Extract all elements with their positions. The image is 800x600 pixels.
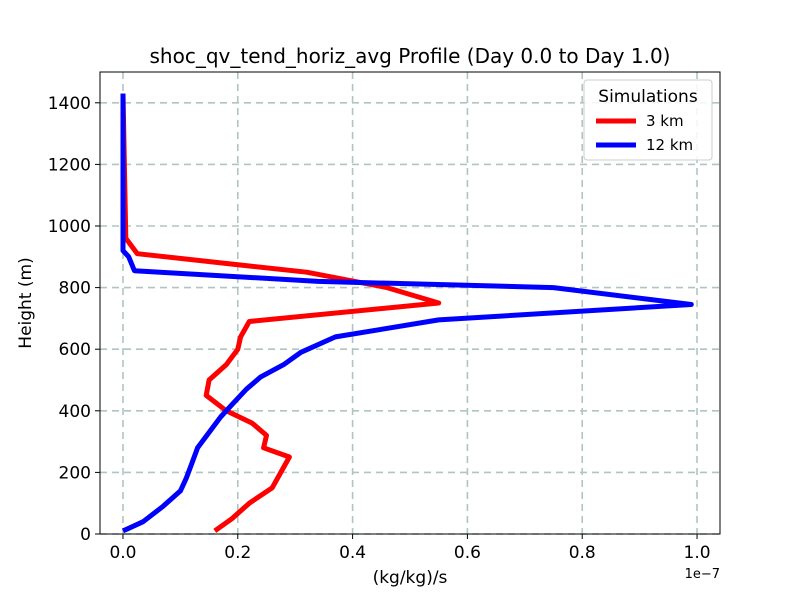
x-tick-label: 0.8 (569, 543, 596, 563)
series-line-3km (120, 93, 442, 533)
series-line-12km (120, 93, 694, 534)
y-axis-label: Height (m) (16, 257, 36, 348)
tick-layer: 0.0 0.2 0.4 0.6 0.8 1.0 0 200 400 600 800 1000 1200 1… (48, 94, 711, 563)
chart-title: shoc_qv_tend_horiz_avg Profile (Day 0.0 … (150, 44, 671, 68)
legend-box (583, 79, 713, 161)
legend-entry-label: 12 km (646, 136, 693, 154)
x-tick-label: 0.2 (224, 543, 251, 563)
y-tick-label: 1400 (48, 94, 91, 114)
x-axis-label: (kg/kg)/s (373, 568, 448, 588)
legend: Simulations 3 km 12 km (583, 79, 713, 161)
x-axis-offset-label: 1e−7 (685, 567, 720, 582)
y-tick-label: 800 (59, 279, 91, 299)
x-tick-label: 0.0 (109, 543, 136, 563)
y-tick-label: 400 (59, 402, 91, 422)
x-tick-label: 0.6 (454, 543, 481, 563)
legend-entries: 3 km 12 km (596, 112, 693, 154)
legend-entry-label: 3 km (646, 112, 684, 130)
plot-frame (99, 71, 721, 535)
y-tick-label: 0 (80, 525, 91, 545)
y-tick-label: 1200 (48, 155, 91, 175)
y-tick-label: 600 (59, 340, 91, 360)
legend-title: Simulations (598, 87, 698, 107)
y-tick-label: 200 (59, 463, 91, 483)
x-tick-label: 0.4 (339, 543, 366, 563)
x-tick-label: 1.0 (684, 543, 711, 563)
series-layer (120, 93, 694, 534)
y-tick-label: 1000 (48, 217, 91, 237)
